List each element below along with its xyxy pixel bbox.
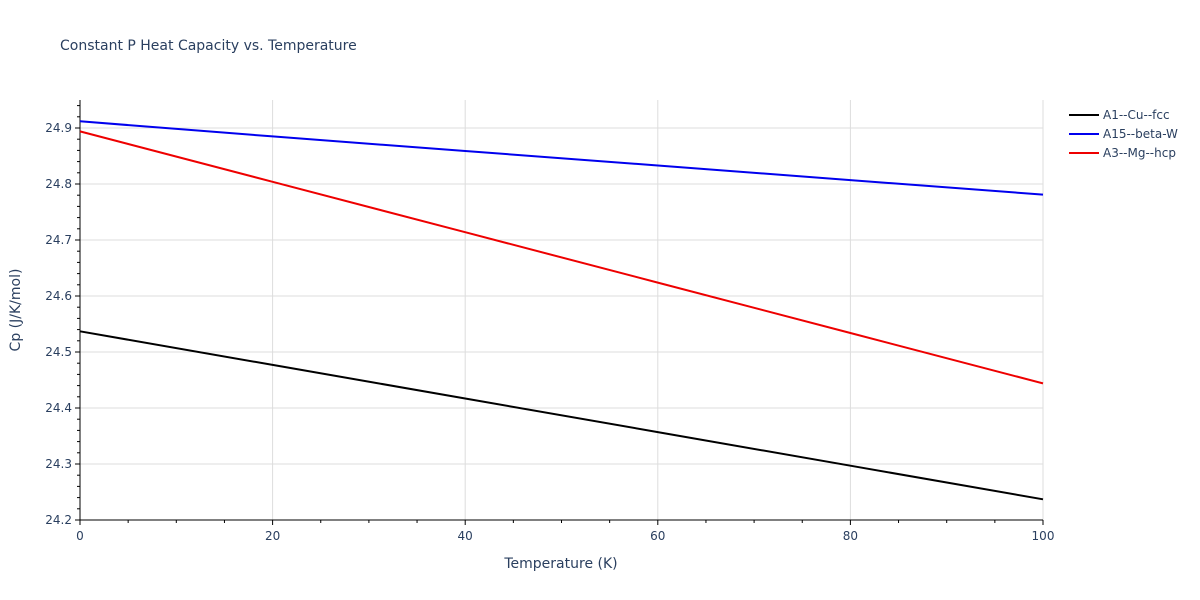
y-tick-label: 24.8: [45, 177, 72, 191]
x-tick-label: 80: [843, 529, 858, 543]
grid: [80, 100, 1044, 520]
y-tick-label: 24.6: [45, 289, 72, 303]
x-tick-label: 100: [1032, 529, 1055, 543]
x-tick-label: 40: [458, 529, 473, 543]
x-tick-label: 20: [265, 529, 280, 543]
y-tick-label: 24.9: [45, 121, 72, 135]
legend-label: A15--beta-W: [1103, 127, 1178, 141]
series-line-a15-beta-w: [79, 120, 1044, 196]
series-line-a1-cu-fcc: [79, 330, 1044, 501]
y-axis-title: Cp (J/K/mol): [8, 269, 24, 352]
legend-item[interactable]: A3--Mg--hcp: [1069, 146, 1176, 160]
axes: 0 20 40 60 80 100 24.2 24.3 24.4 24.5 24.6 24.7 24.8…: [45, 100, 1054, 543]
y-tick-label: 24.7: [45, 233, 72, 247]
legend-label: A1--Cu--fcc: [1103, 108, 1170, 122]
chart-title: Constant P Heat Capacity vs. Temperature: [60, 38, 357, 54]
x-tick-label: 0: [76, 529, 84, 543]
legend-label: A3--Mg--hcp: [1103, 146, 1176, 160]
y-tick-label: 24.4: [45, 401, 72, 415]
series-layer: [79, 120, 1044, 501]
legend-item[interactable]: A15--beta-W: [1069, 127, 1178, 141]
y-tick-label: 24.5: [45, 345, 72, 359]
x-tick-label: 60: [650, 529, 665, 543]
legend[interactable]: A1--Cu--fcc A15--beta-W A3--Mg--hcp: [1069, 108, 1178, 160]
legend-item[interactable]: A1--Cu--fcc: [1069, 108, 1170, 122]
series-line-a3-mg-hcp: [79, 130, 1044, 385]
x-axis-title: Temperature (K): [503, 556, 617, 572]
y-tick-label: 24.3: [45, 457, 72, 471]
y-tick-label: 24.2: [45, 513, 72, 527]
